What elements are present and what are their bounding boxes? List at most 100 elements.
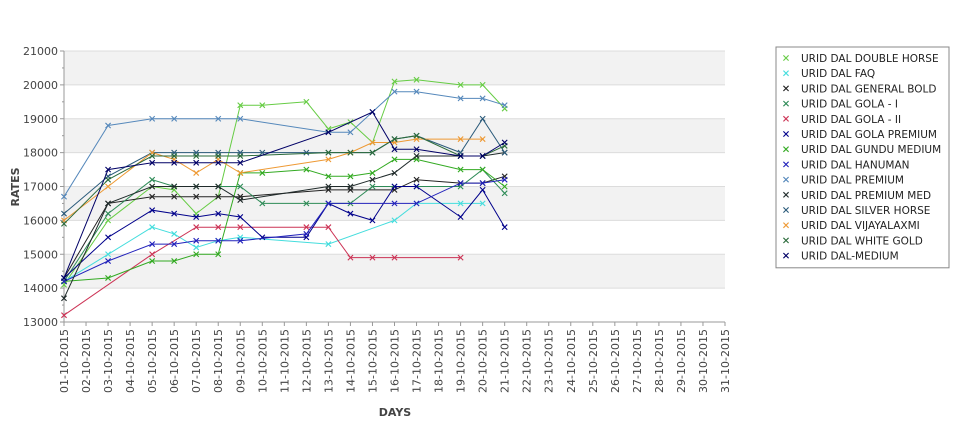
data-point — [501, 176, 508, 183]
data-point — [479, 180, 486, 187]
legend-label: URID DAL SILVER HORSE — [801, 205, 930, 217]
data-point — [149, 159, 156, 166]
x-axis: 01-10-2015 02-10-2015 03-10-2015 04-10-2015… — [58, 321, 732, 393]
legend-marker — [783, 252, 789, 259]
data-point — [193, 224, 200, 231]
legend-item: URID DAL FAQ — [783, 68, 875, 80]
data-point — [325, 129, 332, 136]
legend-box — [775, 46, 950, 269]
data-point — [325, 241, 332, 248]
data-point — [193, 251, 200, 258]
legend-marker — [783, 115, 789, 122]
legend-marker — [783, 191, 789, 198]
data-point — [149, 153, 156, 160]
data-point — [303, 230, 310, 237]
y-axis: 13000 14000 15000 16000 17000 18000 19000 20000… — [23, 45, 65, 329]
data-point — [369, 176, 376, 183]
data-point — [391, 156, 398, 163]
data-point — [325, 173, 332, 180]
legend-label: URID DAL PREMIUM — [801, 175, 904, 187]
x-tick-label: 29-10-2015 — [675, 329, 688, 393]
x-tick-label: 03-10-2015 — [102, 329, 115, 393]
y-tick-label: 19000 — [23, 113, 58, 126]
y-tick-label: 17000 — [23, 181, 58, 194]
x-tick-label: 06-10-2015 — [168, 329, 181, 393]
data-point — [105, 166, 112, 173]
legend-item: URID DAL PREMIUM — [783, 175, 904, 187]
data-point — [237, 115, 244, 122]
data-point — [149, 224, 156, 231]
x-tick-label: 16-10-2015 — [389, 329, 402, 393]
legend-item: URID DAL GOLA PREMIUM — [783, 129, 937, 141]
data-point — [479, 115, 486, 122]
data-point — [303, 149, 310, 156]
x-tick-label: 25-10-2015 — [587, 329, 600, 393]
data-point — [457, 153, 464, 160]
data-point — [457, 254, 464, 261]
data-point — [105, 274, 112, 281]
data-point — [391, 78, 398, 85]
data-point — [237, 224, 244, 231]
data-point — [149, 183, 156, 190]
data-point — [171, 258, 178, 265]
data-point — [369, 217, 376, 224]
data-point — [303, 98, 310, 105]
series-line — [63, 179, 505, 282]
data-point — [413, 88, 420, 95]
legend-marker — [783, 207, 789, 213]
data-point — [149, 115, 156, 122]
data-point — [479, 200, 486, 207]
data-point — [325, 183, 332, 190]
series-line — [63, 111, 505, 279]
data-point — [193, 153, 200, 160]
legend-item: URID DAL GOLA - I — [783, 99, 898, 111]
data-point — [237, 159, 244, 166]
data-point — [61, 274, 67, 281]
data-point — [215, 159, 222, 166]
legend-label: URID DAL PREMIUM MED — [801, 190, 931, 202]
data-point — [149, 176, 156, 183]
data-point — [215, 183, 222, 190]
data-point — [105, 234, 112, 241]
x-tick-label: 20-10-2015 — [477, 329, 490, 393]
data-point — [149, 193, 156, 200]
x-tick-label: 18-10-2015 — [433, 329, 446, 393]
legend-label: URID DAL-MEDIUM — [801, 251, 899, 263]
data-point — [215, 115, 222, 122]
data-point — [325, 156, 332, 163]
data-point — [193, 213, 200, 220]
legend-item: URID DAL WHITE GOLD — [783, 235, 923, 247]
data-point — [61, 312, 67, 319]
data-point — [149, 207, 156, 214]
data-point — [215, 224, 222, 231]
legend-label: URID DAL GOLA - II — [801, 114, 901, 126]
data-point — [413, 76, 420, 83]
legend-item: URID DAL-MEDIUM — [783, 251, 899, 263]
plot-band — [64, 288, 725, 322]
legend-marker — [783, 176, 789, 183]
x-tick-label: 17-10-2015 — [411, 329, 424, 393]
data-point — [369, 149, 376, 156]
data-point — [171, 183, 178, 190]
data-point — [413, 132, 420, 139]
x-tick-label: 01-10-2015 — [58, 329, 71, 393]
y-tick-label: 14000 — [23, 282, 58, 295]
x-tick-label: 05-10-2015 — [146, 329, 159, 393]
x-tick-label: 27-10-2015 — [631, 329, 644, 393]
y-tick-label: 13000 — [23, 316, 58, 329]
legend-marker — [783, 146, 789, 153]
data-point — [479, 153, 486, 160]
data-point — [413, 146, 420, 153]
x-tick-label: 07-10-2015 — [190, 329, 203, 393]
plot-band — [64, 254, 725, 289]
data-point — [325, 149, 332, 156]
data-point — [149, 251, 156, 258]
data-point — [215, 210, 222, 217]
series-line — [63, 138, 483, 221]
data-point — [391, 88, 398, 95]
x-tick-label: 12-10-2015 — [300, 329, 313, 393]
data-point — [171, 241, 178, 248]
data-point — [193, 169, 200, 176]
data-point — [457, 180, 464, 187]
